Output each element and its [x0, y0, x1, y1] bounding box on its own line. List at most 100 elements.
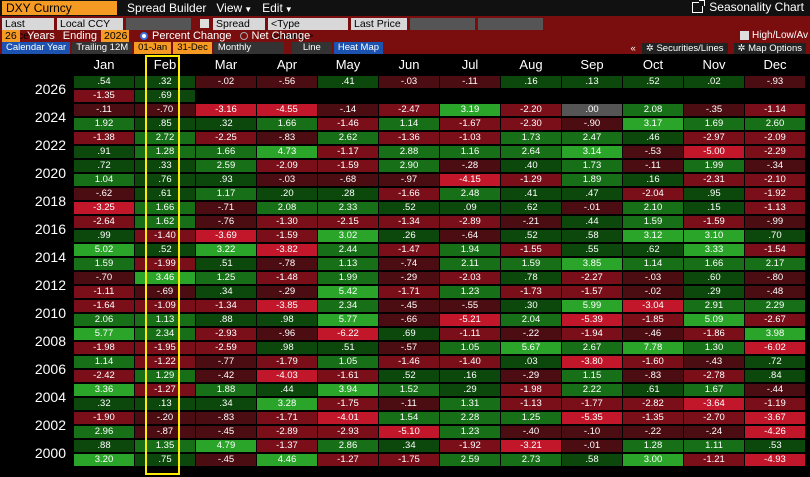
heat-cell[interactable]: .16 — [623, 174, 683, 186]
security-ticker[interactable]: DXY Curncy — [2, 1, 117, 15]
heat-cell[interactable]: -.96 — [257, 328, 317, 340]
heat-cell[interactable]: .69 — [135, 90, 195, 102]
heat-cell[interactable]: -2.42 — [74, 370, 134, 382]
heat-cell[interactable]: -2.25 — [196, 132, 256, 144]
seasonality-chart-link[interactable]: Seasonality Chart — [692, 0, 804, 14]
heat-cell[interactable]: .03 — [501, 356, 561, 368]
heat-cell[interactable]: .70 — [745, 230, 805, 242]
heat-cell[interactable]: -4.15 — [440, 174, 500, 186]
heat-cell[interactable]: 2.88 — [379, 146, 439, 158]
heat-cell[interactable]: -1.40 — [135, 230, 195, 242]
spread-select[interactable]: Spread — [213, 17, 265, 30]
heat-cell[interactable]: 1.14 — [623, 258, 683, 270]
heat-cell[interactable]: 2.10 — [623, 202, 683, 214]
heat-cell[interactable]: -1.38 — [74, 132, 134, 144]
heat-cell[interactable]: -3.04 — [623, 300, 683, 312]
heat-cell[interactable]: -.03 — [623, 272, 683, 284]
heat-cell[interactable]: 1.52 — [379, 384, 439, 396]
heat-cell[interactable]: .16 — [501, 76, 561, 88]
heat-cell[interactable]: 2.48 — [440, 188, 500, 200]
heat-cell[interactable]: -5.21 — [440, 314, 500, 326]
heat-cell[interactable]: -.29 — [257, 286, 317, 298]
heat-cell[interactable]: -.21 — [501, 216, 561, 228]
heat-cell[interactable]: 1.25 — [501, 412, 561, 424]
spread-checkbox[interactable] — [200, 19, 209, 28]
heat-cell[interactable]: -5.00 — [684, 146, 744, 158]
heat-cell[interactable]: .52 — [379, 370, 439, 382]
heat-cell[interactable]: .32 — [74, 398, 134, 410]
heat-cell[interactable]: -4.93 — [745, 454, 805, 466]
heat-cell[interactable]: 3.46 — [135, 272, 195, 284]
heat-cell[interactable]: -.53 — [623, 146, 683, 158]
heat-cell[interactable]: -.97 — [379, 174, 439, 186]
heat-cell[interactable]: 3.20 — [74, 454, 134, 466]
heat-cell[interactable]: .28 — [318, 188, 378, 200]
heat-cell[interactable]: 4.73 — [257, 146, 317, 158]
heat-cell[interactable]: 1.59 — [74, 258, 134, 270]
heat-cell[interactable]: .98 — [257, 314, 317, 326]
heat-cell[interactable]: -5.10 — [379, 426, 439, 438]
heat-cell[interactable]: -1.34 — [196, 300, 256, 312]
heat-cell[interactable]: -.83 — [196, 412, 256, 424]
heat-cell[interactable]: -1.19 — [745, 398, 805, 410]
heat-cell[interactable]: 1.94 — [440, 244, 500, 256]
edit-menu[interactable]: Edit ▼ — [262, 1, 293, 15]
heat-cell[interactable]: 3.33 — [684, 244, 744, 256]
heat-cell[interactable]: -1.73 — [501, 286, 561, 298]
heat-cell[interactable]: -1.34 — [379, 216, 439, 228]
heat-cell[interactable]: -.35 — [684, 104, 744, 116]
heat-cell[interactable]: 2.64 — [501, 146, 561, 158]
heat-cell[interactable]: .85 — [135, 118, 195, 130]
heat-cell[interactable]: -.83 — [257, 132, 317, 144]
end-date-input[interactable]: 31-Dec — [173, 42, 212, 54]
heat-cell[interactable]: 1.13 — [135, 314, 195, 326]
heat-cell[interactable]: 1.28 — [135, 146, 195, 158]
heat-cell[interactable]: 2.67 — [562, 342, 622, 354]
heat-cell[interactable]: -1.21 — [684, 454, 744, 466]
heat-cell[interactable]: -4.03 — [257, 370, 317, 382]
heat-cell[interactable]: 4.46 — [257, 454, 317, 466]
heat-cell[interactable]: -.11 — [440, 76, 500, 88]
heat-cell[interactable]: -1.13 — [501, 398, 561, 410]
heat-cell[interactable]: 2.73 — [501, 454, 561, 466]
heat-cell[interactable]: -2.93 — [318, 426, 378, 438]
heat-cell[interactable]: -.29 — [379, 272, 439, 284]
heat-cell[interactable]: -1.94 — [562, 328, 622, 340]
heat-cell[interactable]: -.93 — [745, 76, 805, 88]
heat-cell[interactable]: -2.10 — [745, 174, 805, 186]
heat-cell[interactable]: .72 — [745, 356, 805, 368]
heat-cell[interactable]: -2.89 — [440, 216, 500, 228]
heat-cell[interactable]: 1.29 — [135, 370, 195, 382]
years-input[interactable]: 26 — [2, 30, 20, 42]
heat-cell[interactable]: .40 — [501, 160, 561, 172]
heat-cell[interactable]: .52 — [135, 244, 195, 256]
view-menu[interactable]: View ▼ — [216, 1, 252, 15]
heat-cell[interactable]: -1.77 — [562, 398, 622, 410]
heat-cell[interactable]: -.70 — [135, 104, 195, 116]
heat-cell[interactable]: .52 — [501, 230, 561, 242]
heat-cell[interactable]: 1.92 — [74, 118, 134, 130]
map-options-button[interactable]: ✲ Map Options — [733, 42, 806, 54]
heat-cell[interactable]: -.11 — [623, 160, 683, 172]
heat-cell[interactable]: -1.11 — [440, 328, 500, 340]
heat-cell[interactable]: -.44 — [745, 384, 805, 396]
heat-cell[interactable]: -.42 — [196, 370, 256, 382]
frequency-select[interactable]: Monthly — [213, 42, 284, 54]
heat-cell[interactable]: -1.59 — [257, 230, 317, 242]
heat-cell[interactable]: -.01 — [562, 202, 622, 214]
heat-cell[interactable]: -.40 — [501, 426, 561, 438]
heat-cell[interactable]: -1.99 — [135, 258, 195, 270]
heat-cell[interactable]: 3.36 — [74, 384, 134, 396]
heat-cell[interactable]: .53 — [745, 440, 805, 452]
heat-cell[interactable]: -1.98 — [501, 384, 561, 396]
heat-cell[interactable]: 1.99 — [318, 272, 378, 284]
heat-cell[interactable]: -1.98 — [74, 342, 134, 354]
heat-cell[interactable]: .61 — [623, 384, 683, 396]
heat-cell[interactable]: 2.91 — [684, 300, 744, 312]
heat-cell[interactable]: -3.82 — [257, 244, 317, 256]
heat-cell[interactable]: .98 — [257, 342, 317, 354]
heat-cell[interactable]: -2.59 — [196, 342, 256, 354]
heat-cell[interactable]: 7.78 — [623, 342, 683, 354]
heat-cell[interactable]: -.62 — [74, 188, 134, 200]
heat-cell[interactable]: -.56 — [257, 76, 317, 88]
